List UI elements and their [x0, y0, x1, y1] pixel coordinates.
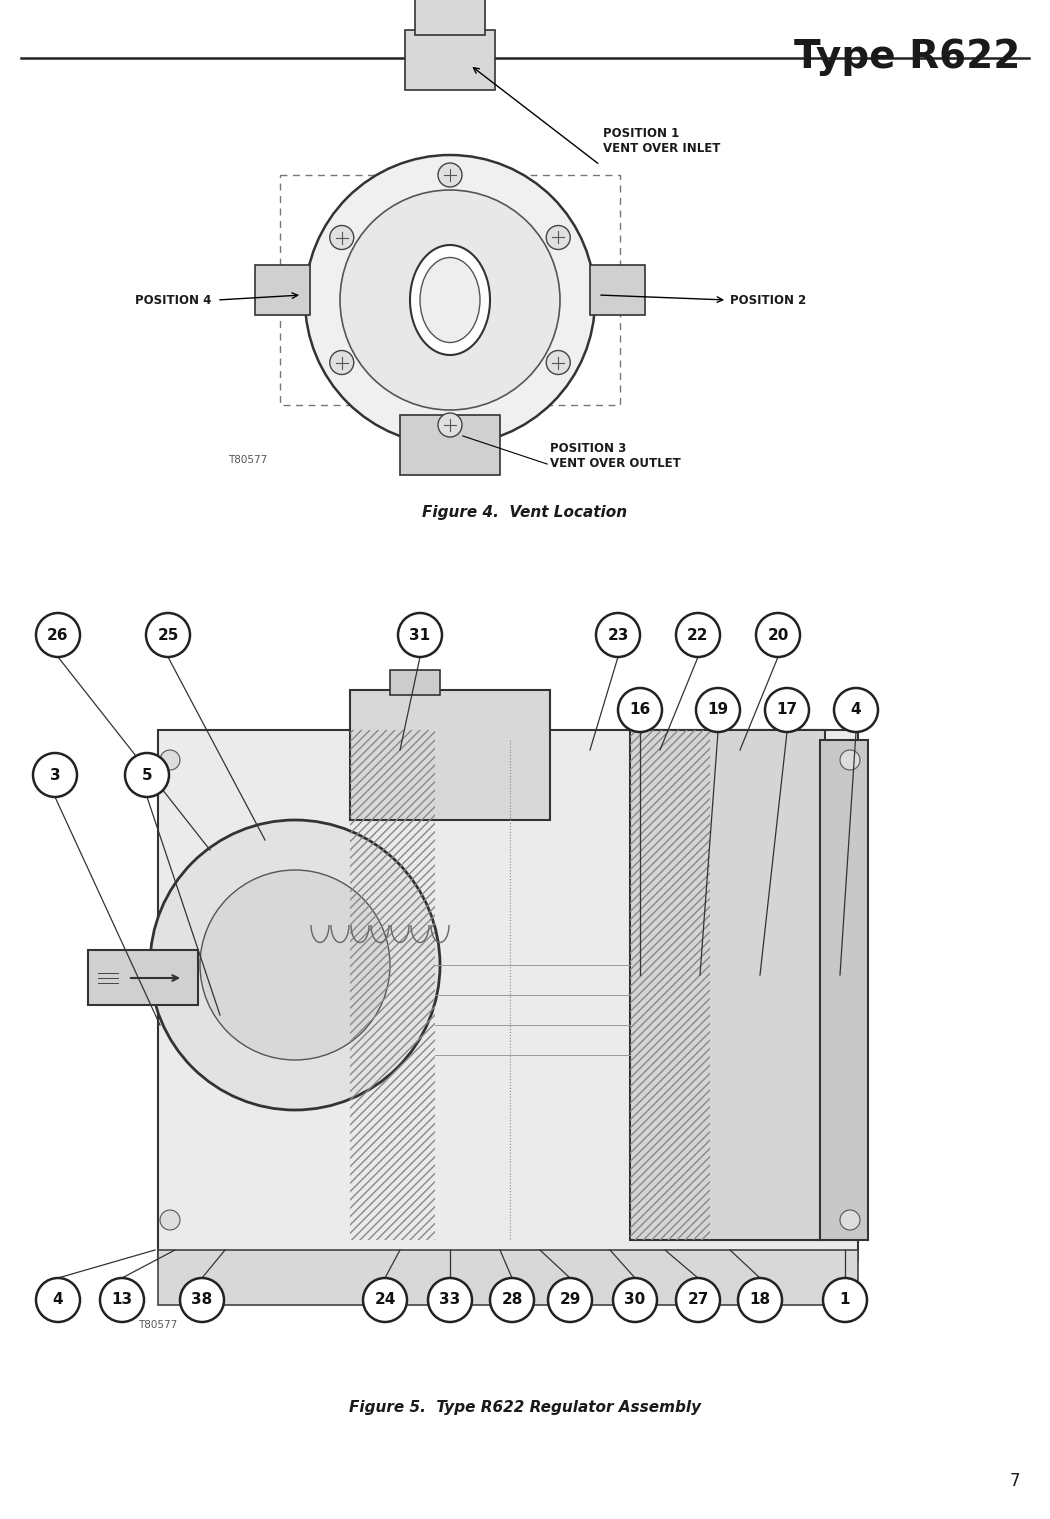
Text: Type R622: Type R622 — [794, 38, 1020, 76]
Text: POSITION 4: POSITION 4 — [135, 293, 211, 307]
Text: 20: 20 — [768, 627, 789, 643]
FancyBboxPatch shape — [590, 264, 645, 314]
Text: POSITION 1
VENT OVER INLET: POSITION 1 VENT OVER INLET — [603, 128, 720, 155]
Circle shape — [363, 1277, 407, 1322]
Circle shape — [765, 688, 808, 732]
Text: 4: 4 — [850, 702, 861, 717]
Circle shape — [756, 614, 800, 658]
FancyBboxPatch shape — [415, 0, 485, 35]
FancyBboxPatch shape — [350, 690, 550, 820]
Text: 19: 19 — [708, 702, 729, 717]
Circle shape — [180, 1277, 224, 1322]
FancyBboxPatch shape — [820, 740, 868, 1240]
Text: T80577: T80577 — [228, 456, 268, 465]
Circle shape — [546, 351, 570, 375]
Text: 30: 30 — [625, 1293, 646, 1308]
Text: 28: 28 — [501, 1293, 523, 1308]
FancyBboxPatch shape — [255, 264, 310, 314]
Circle shape — [696, 688, 740, 732]
Circle shape — [150, 820, 440, 1110]
Text: 22: 22 — [688, 627, 709, 643]
Circle shape — [36, 1277, 80, 1322]
Text: 16: 16 — [629, 702, 651, 717]
Circle shape — [676, 1277, 720, 1322]
FancyBboxPatch shape — [158, 731, 858, 1259]
Circle shape — [613, 1277, 657, 1322]
Text: 33: 33 — [439, 1293, 461, 1308]
Circle shape — [398, 614, 442, 658]
Circle shape — [340, 190, 560, 410]
Text: 24: 24 — [374, 1293, 396, 1308]
Circle shape — [596, 614, 640, 658]
Text: 3: 3 — [49, 767, 60, 782]
Circle shape — [330, 351, 354, 375]
Ellipse shape — [410, 245, 490, 355]
Circle shape — [160, 1211, 180, 1230]
Circle shape — [438, 163, 462, 187]
Text: POSITION 3
VENT OVER OUTLET: POSITION 3 VENT OVER OUTLET — [550, 442, 680, 469]
Text: POSITION 2: POSITION 2 — [730, 293, 806, 307]
Text: 13: 13 — [111, 1293, 132, 1308]
Ellipse shape — [420, 258, 480, 342]
Circle shape — [676, 614, 720, 658]
Circle shape — [160, 750, 180, 770]
Circle shape — [840, 750, 860, 770]
FancyBboxPatch shape — [405, 30, 495, 90]
Circle shape — [546, 225, 570, 249]
Circle shape — [618, 688, 662, 732]
Text: 5: 5 — [142, 767, 152, 782]
Text: 25: 25 — [158, 627, 179, 643]
Text: 26: 26 — [47, 627, 68, 643]
Circle shape — [200, 870, 390, 1060]
Circle shape — [823, 1277, 867, 1322]
Circle shape — [125, 753, 169, 797]
Text: 7: 7 — [1009, 1472, 1020, 1490]
Text: 1: 1 — [840, 1293, 850, 1308]
Circle shape — [548, 1277, 592, 1322]
Circle shape — [330, 225, 354, 249]
Text: 4: 4 — [52, 1293, 63, 1308]
Text: 38: 38 — [191, 1293, 212, 1308]
FancyBboxPatch shape — [88, 949, 198, 1006]
FancyBboxPatch shape — [400, 415, 500, 475]
FancyBboxPatch shape — [630, 731, 825, 1240]
Text: 23: 23 — [607, 627, 629, 643]
Circle shape — [428, 1277, 472, 1322]
Text: 27: 27 — [688, 1293, 709, 1308]
Circle shape — [490, 1277, 534, 1322]
Circle shape — [840, 1211, 860, 1230]
Text: Figure 5.  Type R622 Regulator Assembly: Figure 5. Type R622 Regulator Assembly — [349, 1401, 701, 1416]
Circle shape — [146, 614, 190, 658]
Circle shape — [438, 413, 462, 437]
Text: 29: 29 — [560, 1293, 581, 1308]
Circle shape — [33, 753, 77, 797]
FancyBboxPatch shape — [390, 670, 440, 696]
Text: T80577: T80577 — [138, 1320, 177, 1331]
Circle shape — [36, 614, 80, 658]
Circle shape — [738, 1277, 782, 1322]
Text: Figure 4.  Vent Location: Figure 4. Vent Location — [422, 504, 628, 519]
Circle shape — [834, 688, 878, 732]
Text: 17: 17 — [776, 702, 798, 717]
Text: 31: 31 — [410, 627, 430, 643]
Circle shape — [100, 1277, 144, 1322]
Circle shape — [304, 155, 595, 445]
FancyBboxPatch shape — [158, 1250, 858, 1305]
Text: 18: 18 — [750, 1293, 771, 1308]
